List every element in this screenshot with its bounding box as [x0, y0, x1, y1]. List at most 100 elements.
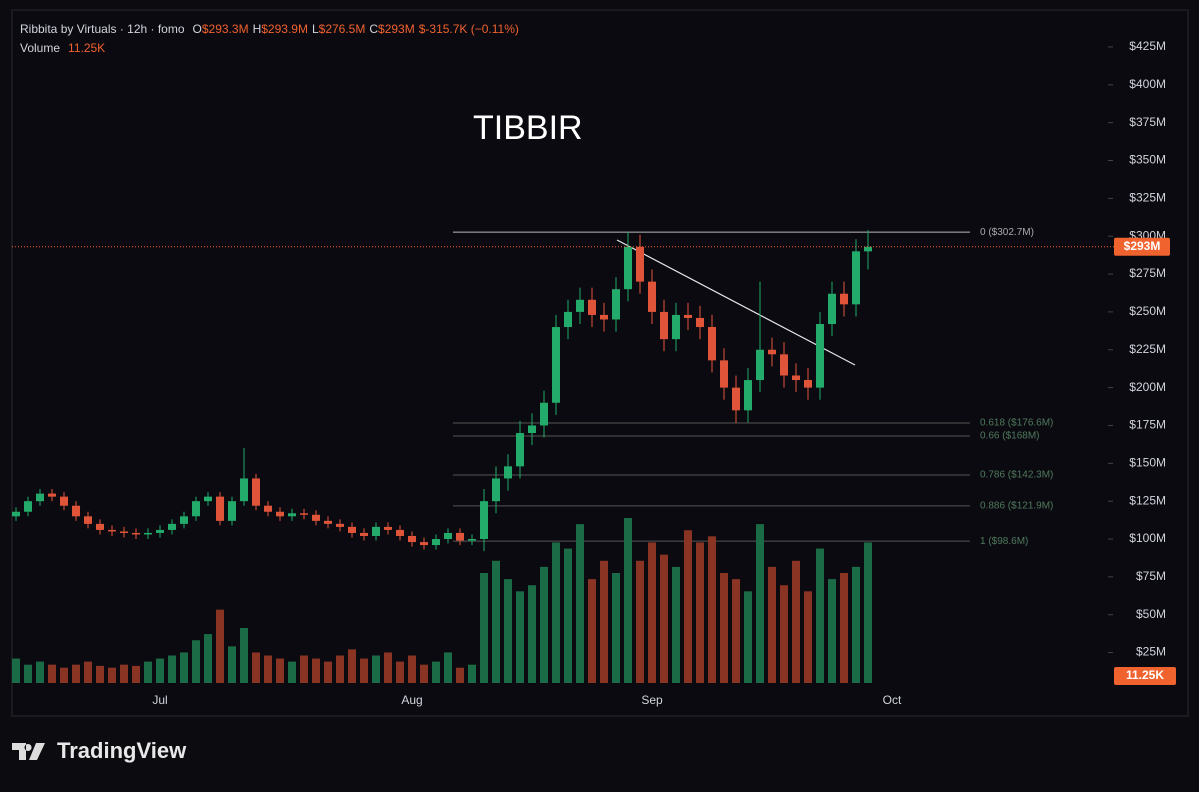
- y-tick-label: $175M: [1129, 418, 1166, 432]
- candle-body: [456, 532, 464, 541]
- volume-bar: [624, 518, 632, 683]
- y-tick-label: $400M: [1129, 77, 1166, 91]
- volume-bar: [732, 579, 740, 683]
- logo-icon: [12, 743, 45, 760]
- volume-bar: [264, 655, 272, 683]
- volume-bar: [120, 664, 128, 683]
- volume-bar: [84, 661, 92, 683]
- candle-body: [324, 520, 332, 524]
- volume-bar: [768, 566, 776, 683]
- x-tick-label: Jul: [152, 693, 167, 707]
- volume-bar: [612, 573, 620, 683]
- candle-body: [708, 327, 716, 361]
- volume-bar: [348, 649, 356, 683]
- volume-bar: [204, 634, 212, 683]
- candle-body: [756, 349, 764, 381]
- symbol: Ribbita by Virtuals · 12h · fomo: [20, 22, 185, 36]
- volume-bar: [696, 542, 704, 683]
- y-tick-label: $250M: [1129, 304, 1166, 318]
- candle-body: [780, 354, 788, 376]
- candle-body: [252, 478, 260, 506]
- fib-label: 0.886 ($121.9M): [980, 500, 1053, 511]
- candle-body: [468, 539, 476, 541]
- ohlc-value: $293M: [378, 22, 415, 36]
- volume-bar: [792, 560, 800, 683]
- candle-body: [792, 375, 800, 381]
- candle-body: [264, 505, 272, 512]
- volume-bar: [168, 655, 176, 683]
- y-tick-label: $25M: [1136, 645, 1166, 659]
- candle-body: [684, 314, 692, 318]
- volume-bar: [744, 591, 752, 683]
- price-tag: [1114, 237, 1170, 256]
- candle-body: [432, 539, 440, 546]
- candle-body: [540, 402, 548, 426]
- fib-label: 0 ($302.7M): [980, 227, 1034, 238]
- candle-body: [576, 299, 584, 312]
- candle-body: [744, 380, 752, 411]
- ohlc-value: $293.3M: [202, 22, 249, 36]
- volume-bar: [192, 640, 200, 683]
- volume-bar: [372, 655, 380, 683]
- y-tick-label: $75M: [1136, 569, 1166, 583]
- candle-body: [528, 425, 536, 434]
- candle-body: [768, 349, 776, 355]
- candle-body: [168, 523, 176, 530]
- volume-bar: [72, 664, 80, 683]
- candle-body: [120, 531, 128, 533]
- volume-bar: [504, 579, 512, 683]
- volume-bar: [312, 658, 320, 683]
- volume-bar: [660, 554, 668, 683]
- candle-body: [660, 311, 668, 340]
- volume-bar: [180, 652, 188, 683]
- volume-bar: [216, 609, 224, 683]
- chart-title: TIBBIR: [473, 109, 583, 147]
- volume-bar: [24, 664, 32, 683]
- volume-bar: [708, 536, 716, 683]
- volume-bar: [840, 573, 848, 683]
- volume-bar: [480, 573, 488, 683]
- volume-bar: [780, 585, 788, 683]
- candle-body: [420, 542, 428, 546]
- candle-body: [396, 529, 404, 536]
- candle-body: [864, 246, 872, 252]
- candle-body: [384, 526, 392, 530]
- volume-bar: [816, 548, 824, 683]
- ohlc-key: O: [193, 22, 202, 36]
- x-tick-label: Sep: [641, 693, 663, 707]
- volume-bar: [516, 591, 524, 683]
- volume-bar: [528, 585, 536, 683]
- candle-body: [12, 511, 20, 517]
- volume-bar: [540, 566, 548, 683]
- volume-bar: [756, 524, 764, 683]
- candle-body: [852, 251, 860, 305]
- brand: TradingView: [57, 738, 187, 763]
- volume-bar: [144, 661, 152, 683]
- fib-label: 0.618 ($176.6M): [980, 418, 1053, 429]
- volume-bar: [600, 560, 608, 683]
- y-tick-label: $325M: [1129, 191, 1166, 205]
- volume-bar: [108, 667, 116, 683]
- candle-body: [108, 529, 116, 532]
- candle-body: [504, 466, 512, 479]
- candle-body: [84, 516, 92, 524]
- volume-bar: [636, 560, 644, 683]
- volume-bar: [36, 661, 44, 683]
- volume-bar: [852, 566, 860, 683]
- volume-bar: [828, 579, 836, 683]
- volume-value: 11.25K: [68, 41, 105, 55]
- candle-body: [60, 496, 68, 506]
- volume-header: Volume 11.25K: [20, 41, 105, 55]
- volume-label: Volume: [20, 41, 60, 55]
- candle-body: [36, 493, 44, 502]
- volume-bar: [396, 661, 404, 683]
- candle-body: [408, 535, 416, 543]
- candle-body: [612, 289, 620, 320]
- candle-body: [372, 526, 380, 536]
- logo: TradingView: [12, 738, 187, 763]
- candle-body: [648, 281, 656, 312]
- volume-bar: [564, 548, 572, 683]
- volume-bar: [804, 591, 812, 683]
- volume-bar: [60, 667, 68, 683]
